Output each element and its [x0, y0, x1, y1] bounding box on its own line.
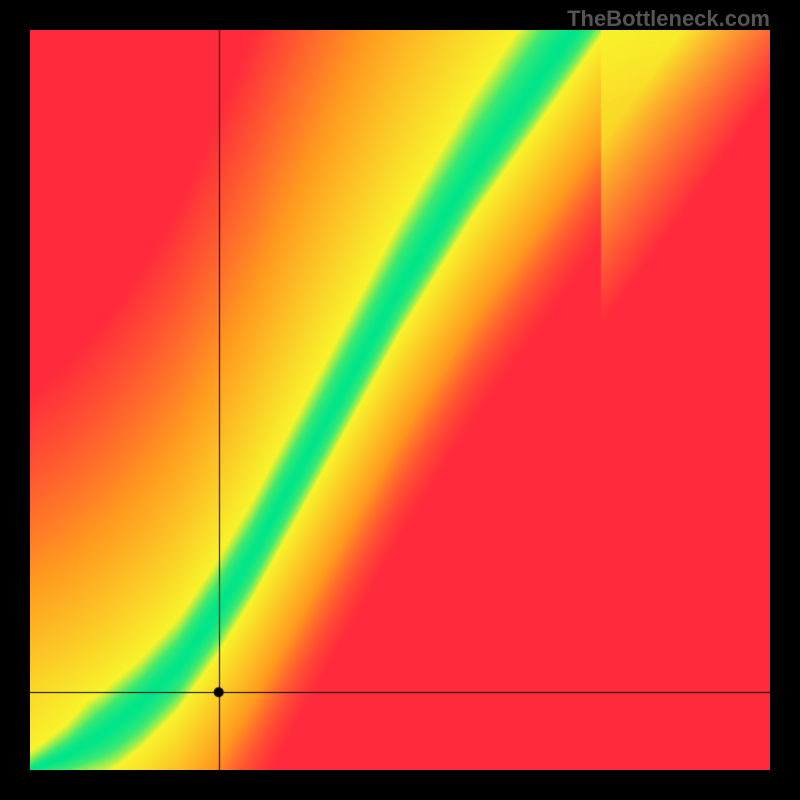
chart-container: TheBottleneck.com	[0, 0, 800, 800]
bottleneck-heatmap	[30, 30, 770, 770]
watermark-text: TheBottleneck.com	[567, 6, 770, 32]
